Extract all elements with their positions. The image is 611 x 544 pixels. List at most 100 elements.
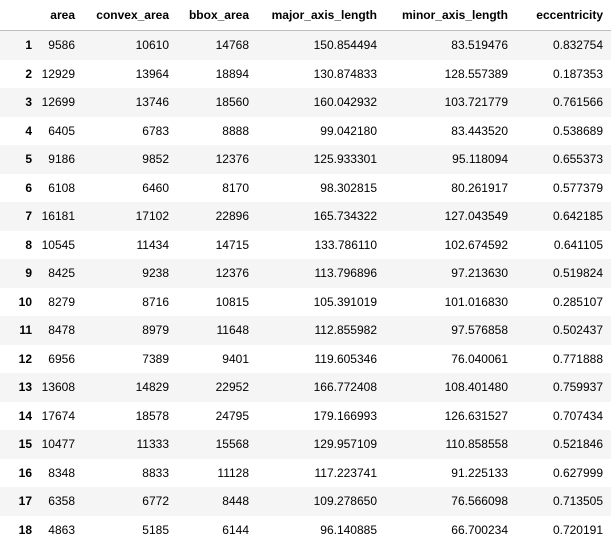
cell-bbox-area: 8170: [177, 174, 257, 203]
cell-bbox-area: 18560: [177, 88, 257, 117]
row-index: 13: [0, 373, 36, 402]
row-index: 8: [0, 231, 36, 260]
cell-bbox-area: 8888: [177, 117, 257, 146]
cell-minor-axis-length: 101.016830: [385, 288, 516, 317]
cell-major-axis-length: 179.166993: [257, 402, 385, 431]
column-header-major-axis-length: major_axis_length: [257, 0, 385, 31]
cell-area: 6108: [36, 174, 83, 203]
cell-eccentricity: 0.707434: [516, 402, 611, 431]
cell-area: 8348: [36, 459, 83, 488]
column-header-convex-area: convex_area: [83, 0, 177, 31]
cell-convex-area: 13746: [83, 88, 177, 117]
row-index: 14: [0, 402, 36, 431]
cell-eccentricity: 0.641105: [516, 231, 611, 260]
cell-bbox-area: 15568: [177, 430, 257, 459]
cell-eccentricity: 0.285107: [516, 288, 611, 317]
cell-minor-axis-length: 83.443520: [385, 117, 516, 146]
cell-eccentricity: 0.832754: [516, 31, 611, 60]
cell-eccentricity: 0.642185: [516, 202, 611, 231]
cell-convex-area: 8716: [83, 288, 177, 317]
cell-convex-area: 5185: [83, 516, 177, 544]
row-index: 4: [0, 117, 36, 146]
cell-minor-axis-length: 66.700234: [385, 516, 516, 544]
cell-convex-area: 9852: [83, 145, 177, 174]
cell-major-axis-length: 125.933301: [257, 145, 385, 174]
row-index: 10: [0, 288, 36, 317]
cell-eccentricity: 0.577379: [516, 174, 611, 203]
row-index: 12: [0, 345, 36, 374]
row-index: 3: [0, 88, 36, 117]
cell-convex-area: 6772: [83, 487, 177, 516]
cell-convex-area: 8833: [83, 459, 177, 488]
cell-area: 9186: [36, 145, 83, 174]
cell-major-axis-length: 105.391019: [257, 288, 385, 317]
cell-minor-axis-length: 108.401480: [385, 373, 516, 402]
cell-minor-axis-length: 103.721779: [385, 88, 516, 117]
cell-bbox-area: 22896: [177, 202, 257, 231]
cell-area: 8279: [36, 288, 83, 317]
cell-area: 4863: [36, 516, 83, 544]
cell-bbox-area: 12376: [177, 259, 257, 288]
cell-bbox-area: 11648: [177, 316, 257, 345]
cell-bbox-area: 12376: [177, 145, 257, 174]
cell-convex-area: 6783: [83, 117, 177, 146]
index-header: [0, 0, 36, 31]
cell-area: 12929: [36, 60, 83, 89]
cell-major-axis-length: 98.302815: [257, 174, 385, 203]
cell-area: 6405: [36, 117, 83, 146]
cell-convex-area: 7389: [83, 345, 177, 374]
cell-major-axis-length: 133.786110: [257, 231, 385, 260]
cell-eccentricity: 0.519824: [516, 259, 611, 288]
cell-convex-area: 13964: [83, 60, 177, 89]
cell-area: 6956: [36, 345, 83, 374]
cell-eccentricity: 0.627999: [516, 459, 611, 488]
row-index: 6: [0, 174, 36, 203]
cell-major-axis-length: 113.796896: [257, 259, 385, 288]
cell-convex-area: 14829: [83, 373, 177, 402]
row-index: 18: [0, 516, 36, 544]
cell-eccentricity: 0.538689: [516, 117, 611, 146]
cell-area: 10477: [36, 430, 83, 459]
row-index: 11: [0, 316, 36, 345]
cell-area: 8478: [36, 316, 83, 345]
cell-area: 10545: [36, 231, 83, 260]
cell-eccentricity: 0.187353: [516, 60, 611, 89]
row-index: 2: [0, 60, 36, 89]
cell-bbox-area: 6144: [177, 516, 257, 544]
cell-eccentricity: 0.713505: [516, 487, 611, 516]
cell-major-axis-length: 109.278650: [257, 487, 385, 516]
row-index: 5: [0, 145, 36, 174]
cell-bbox-area: 8448: [177, 487, 257, 516]
cell-minor-axis-length: 128.557389: [385, 60, 516, 89]
cell-major-axis-length: 112.855982: [257, 316, 385, 345]
cell-major-axis-length: 99.042180: [257, 117, 385, 146]
cell-minor-axis-length: 127.043549: [385, 202, 516, 231]
cell-bbox-area: 10815: [177, 288, 257, 317]
row-index: 7: [0, 202, 36, 231]
row-index: 15: [0, 430, 36, 459]
cell-minor-axis-length: 126.631527: [385, 402, 516, 431]
cell-area: 13608: [36, 373, 83, 402]
cell-eccentricity: 0.761566: [516, 88, 611, 117]
cell-eccentricity: 0.759937: [516, 373, 611, 402]
cell-major-axis-length: 165.734322: [257, 202, 385, 231]
cell-major-axis-length: 160.042932: [257, 88, 385, 117]
cell-minor-axis-length: 102.674592: [385, 231, 516, 260]
table-header: area convex_area bbox_area major_axis_le…: [0, 0, 611, 31]
cell-minor-axis-length: 80.261917: [385, 174, 516, 203]
cell-minor-axis-length: 95.118094: [385, 145, 516, 174]
cell-area: 9586: [36, 31, 83, 60]
